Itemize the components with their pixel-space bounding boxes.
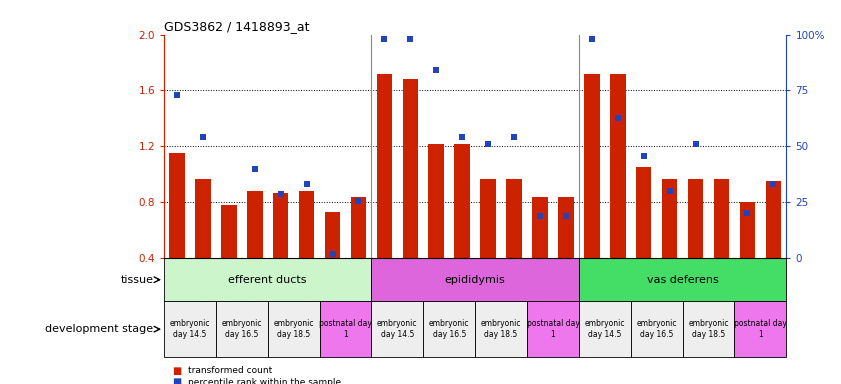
Bar [688,179,703,258]
Text: embryonic
day 14.5: embryonic day 14.5 [377,319,418,339]
Text: embryonic
day 18.5: embryonic day 18.5 [688,319,729,339]
Text: embryonic
day 16.5: embryonic day 16.5 [429,319,469,339]
Text: embryonic
day 16.5: embryonic day 16.5 [221,319,262,339]
Bar [740,202,755,258]
Bar [247,191,262,258]
Bar [299,191,315,258]
Text: ■: ■ [172,377,182,384]
Bar [267,301,320,357]
Bar [662,179,677,258]
Bar [765,181,781,258]
Bar [454,144,470,258]
Text: efferent ducts: efferent ducts [229,275,307,285]
Bar [714,179,729,258]
Text: postnatal day
1: postnatal day 1 [734,319,787,339]
Bar [734,301,786,357]
Text: tissue: tissue [120,275,154,285]
Bar [610,74,626,258]
Bar [372,258,579,301]
Bar [480,179,496,258]
Text: epididymis: epididymis [445,275,505,285]
Bar [377,74,392,258]
Bar [428,144,444,258]
Bar [164,258,372,301]
Bar [579,301,631,357]
Text: postnatal day
1: postnatal day 1 [319,319,372,339]
Bar [272,192,288,258]
Bar [631,301,683,357]
Text: embryonic
day 14.5: embryonic day 14.5 [584,319,625,339]
Bar [532,197,547,258]
Text: development stage: development stage [45,324,154,334]
Text: percentile rank within the sample: percentile rank within the sample [188,377,341,384]
Bar [579,258,786,301]
Bar [558,197,574,258]
Bar [527,301,579,357]
Bar [423,301,475,357]
Text: vas deferens: vas deferens [647,275,718,285]
Bar [351,197,366,258]
Text: transformed count: transformed count [188,366,272,375]
Bar [221,205,236,258]
Bar [164,301,216,357]
Bar [325,212,341,258]
Bar [403,79,418,258]
Bar [506,179,521,258]
Text: embryonic
day 18.5: embryonic day 18.5 [273,319,314,339]
Text: embryonic
day 16.5: embryonic day 16.5 [637,319,677,339]
Text: GDS3862 / 1418893_at: GDS3862 / 1418893_at [164,20,309,33]
Text: ■: ■ [172,366,182,376]
Bar [683,301,734,357]
Bar [320,301,372,357]
Text: postnatal day
1: postnatal day 1 [526,319,579,339]
Bar [475,301,527,357]
Text: embryonic
day 14.5: embryonic day 14.5 [170,319,210,339]
Bar [216,301,267,357]
Bar [584,74,600,258]
Text: embryonic
day 18.5: embryonic day 18.5 [481,319,521,339]
Bar [169,153,185,258]
Bar [636,167,652,258]
Bar [195,179,210,258]
Bar [372,301,423,357]
